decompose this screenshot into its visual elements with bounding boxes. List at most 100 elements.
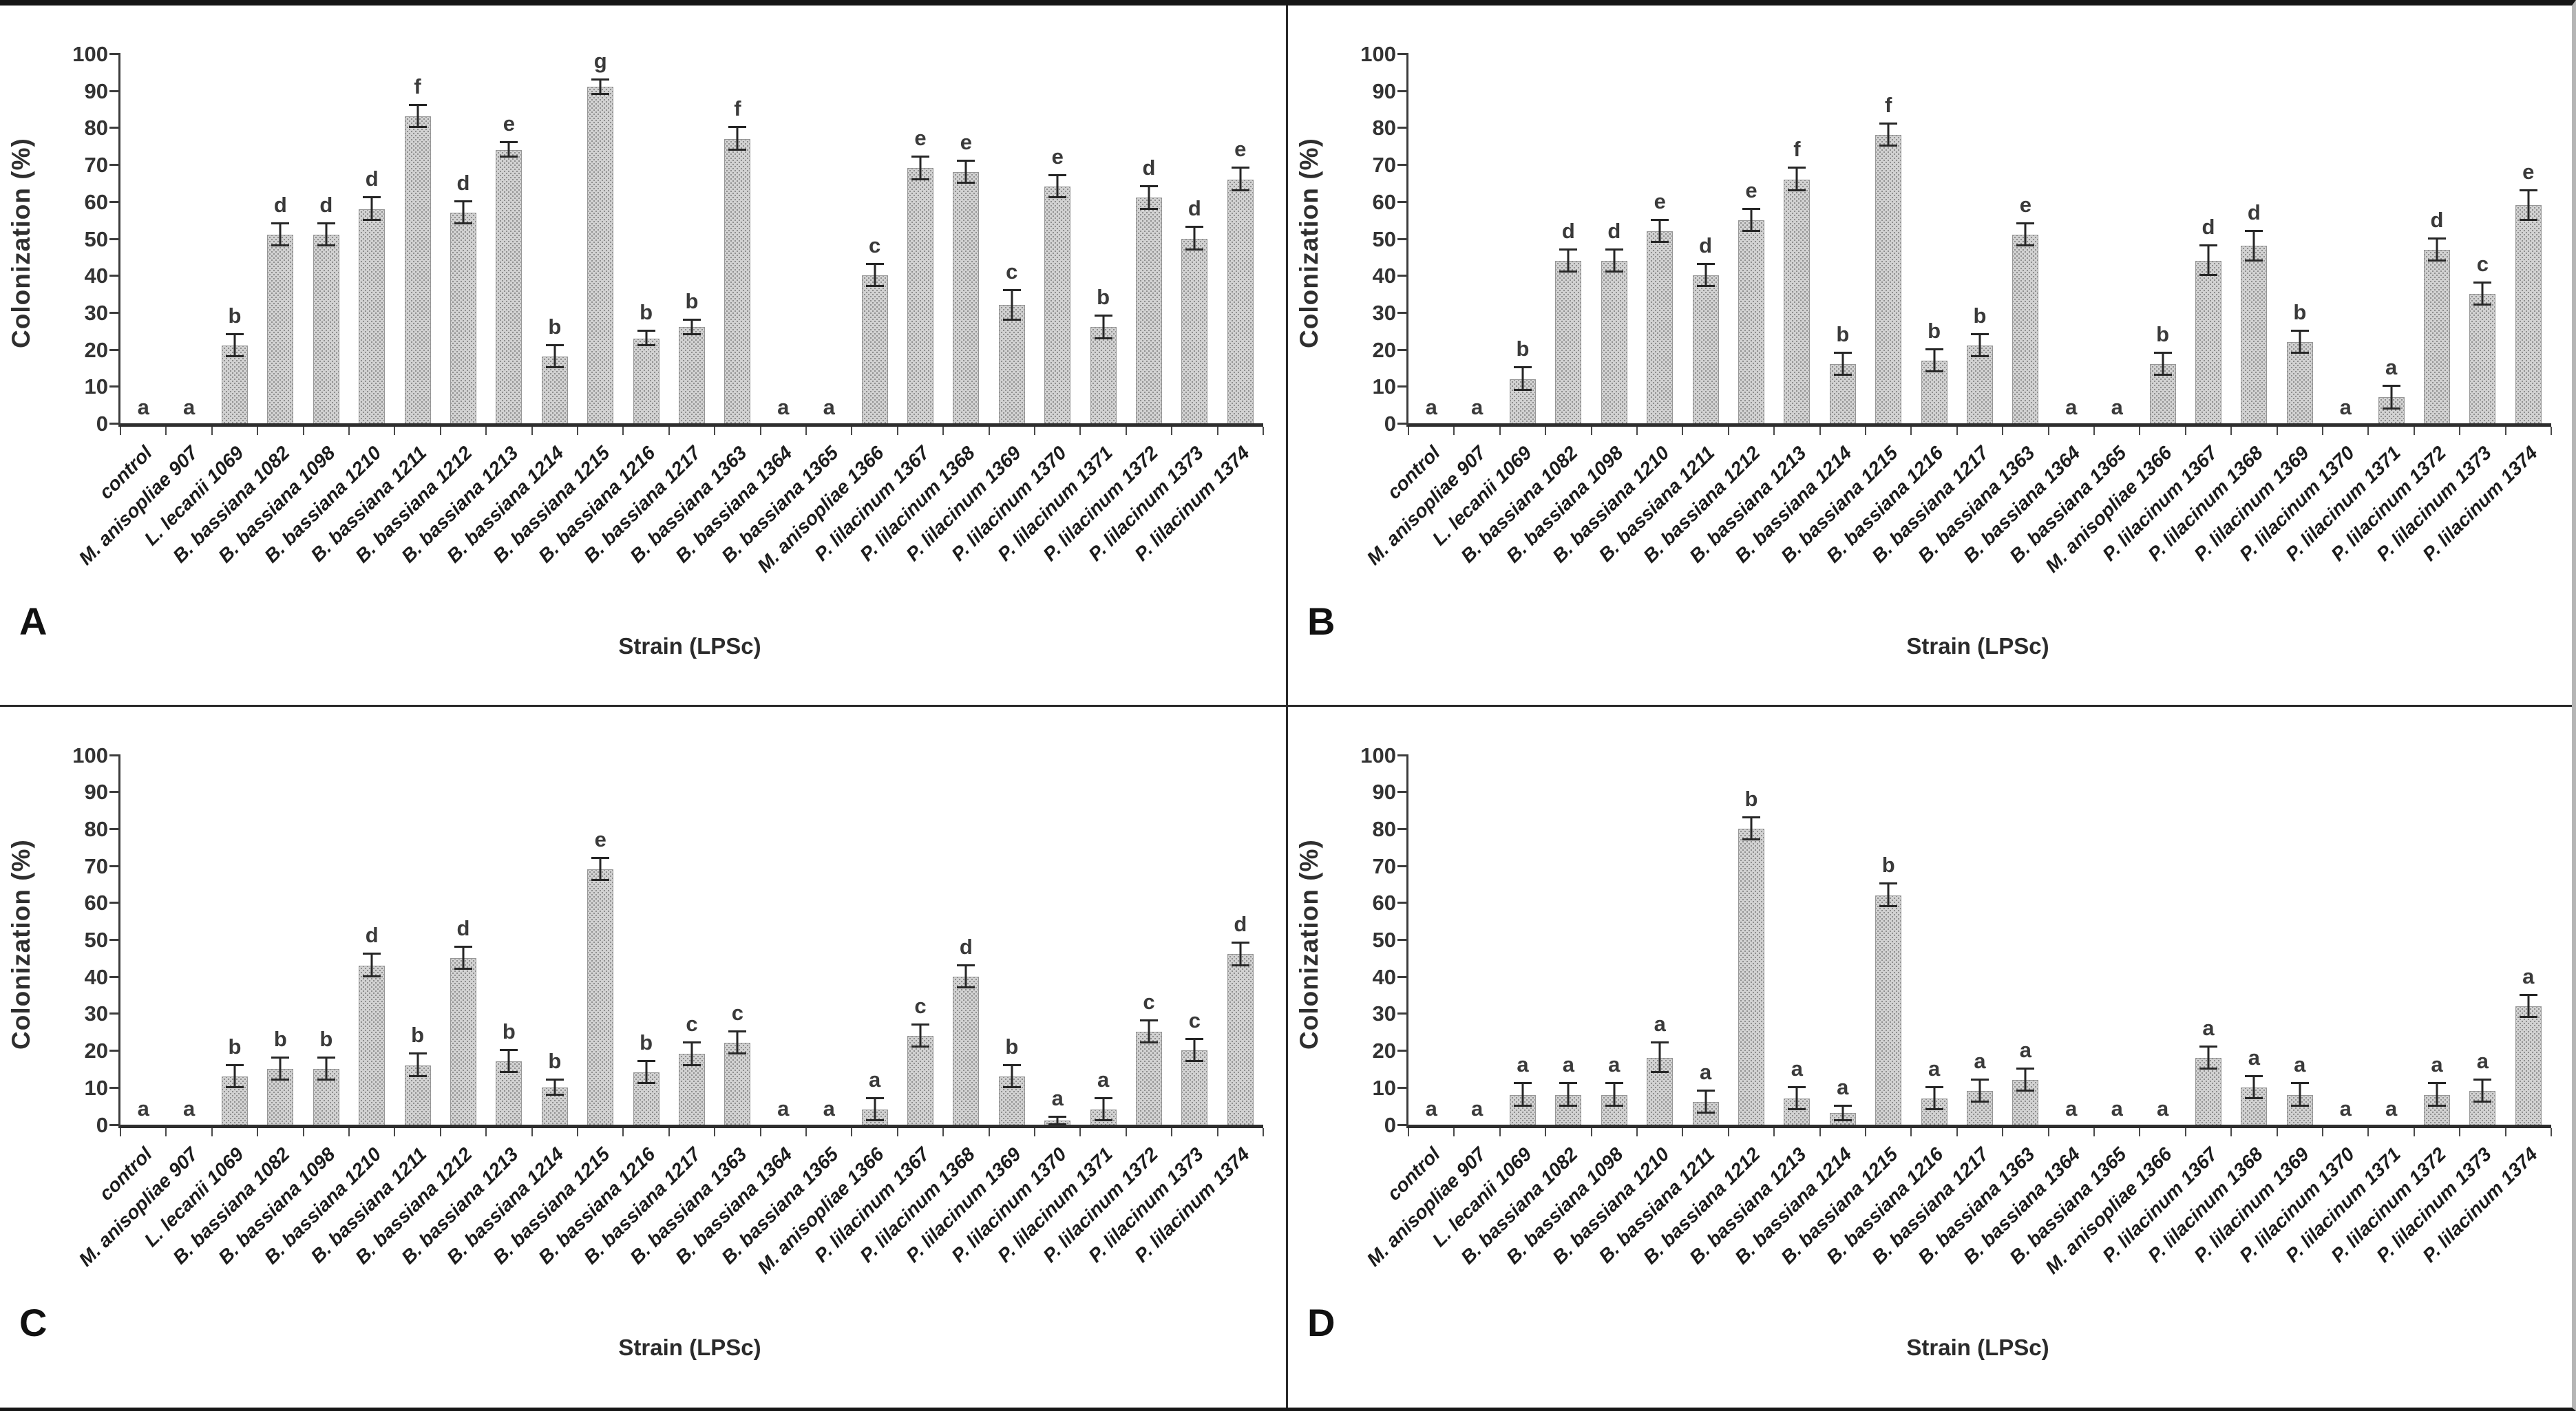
bar-group: b (212, 755, 257, 1125)
significance-letter: a (2385, 355, 2398, 380)
significance-letter: a (2339, 395, 2352, 419)
plot-area: 0 10 20 30 40 50 60 70 80 90 100 a a a a a a a b a a b a a a a a a a… (1360, 743, 2552, 1137)
error-bar (1978, 335, 1981, 357)
x-tick-mark (2139, 1127, 2141, 1136)
error-bar-cap (2519, 189, 2537, 191)
bar-group: a (166, 755, 211, 1125)
error-bar-cap (2473, 304, 2492, 306)
error-bar-cap (363, 218, 381, 221)
y-tick-label: 50 (1372, 226, 1396, 251)
error-bar (325, 1057, 328, 1081)
y-tick-mark (1397, 791, 1408, 794)
error-bar-cap (363, 975, 381, 977)
significance-letter: a (2111, 1096, 2123, 1121)
x-tick-mark (622, 1127, 624, 1136)
x-tick-mark (2504, 1127, 2506, 1136)
y-tick-mark (1397, 1123, 1408, 1126)
error-bar-cap (1231, 167, 1249, 169)
bar (1181, 238, 1208, 423)
significance-letter: a (823, 395, 835, 419)
error-bar-cap (1048, 1123, 1067, 1125)
y-tick-label: 60 (1372, 891, 1396, 915)
x-tick-mark (165, 1127, 167, 1136)
error-bar-cap (1139, 1041, 1158, 1044)
y-tick-label: 30 (84, 300, 108, 325)
error-bar (1795, 1087, 1798, 1110)
error-bar-cap (2016, 1090, 2035, 1092)
error-bar-cap (454, 967, 472, 970)
x-tick-mark (2367, 1127, 2369, 1136)
y-tick-label: 20 (84, 337, 108, 362)
bar-group: a (1682, 755, 1728, 1125)
x-tick-mark (2459, 1127, 2461, 1136)
y-axis-title: Colonization (%) (7, 138, 35, 348)
bar-group: a (1957, 755, 2003, 1125)
error-bar-cap (545, 1093, 564, 1096)
bar (633, 338, 659, 423)
error-bar-cap (1048, 1115, 1067, 1118)
error-bar-cap (1513, 388, 1532, 391)
error-bar (874, 1098, 876, 1121)
error-bar-cap (682, 1041, 701, 1044)
x-tick-mark (1910, 1127, 1912, 1136)
x-tick-mark (1956, 1127, 1958, 1136)
error-bar (279, 1057, 282, 1081)
x-tick-mark (1216, 1127, 1218, 1136)
error-bar (1704, 1091, 1707, 1114)
y-tick-mark (1397, 89, 1408, 92)
error-bar-cap (1879, 123, 1898, 125)
error-bar-cap (1559, 248, 1578, 251)
bar-group: b (2277, 54, 2323, 423)
x-tick-mark (394, 1127, 396, 1136)
x-tick-mark (2413, 427, 2415, 435)
significance-letter: e (960, 129, 972, 154)
error-bar-cap (637, 344, 655, 347)
error-bar-cap (2427, 1082, 2446, 1085)
y-tick-label: 30 (1372, 300, 1396, 325)
error-bar (599, 858, 602, 881)
bar (998, 1076, 1025, 1125)
bar (907, 1035, 933, 1125)
x-tick-mark (1499, 1127, 1501, 1136)
bar-group: a (1408, 54, 1454, 423)
error-bar-cap (1788, 1085, 1806, 1088)
significance-letter: b (1005, 1034, 1019, 1059)
bar-group: g (578, 50, 623, 423)
error-bar-cap (591, 93, 610, 96)
x-tick-mark (348, 427, 350, 435)
error-bar-cap (271, 222, 290, 225)
bar-group: c (852, 54, 897, 423)
error-bar (2024, 1068, 2027, 1092)
error-bar-cap (1559, 270, 1578, 273)
error-bar (279, 224, 282, 246)
error-bar-cap (1231, 189, 1249, 191)
y-tick-mark (1397, 53, 1408, 55)
bar-group: b (304, 755, 349, 1125)
x-tick-mark (2184, 427, 2186, 435)
bar-group: a (1454, 755, 1499, 1125)
bar (1601, 1094, 1627, 1125)
x-tick-mark (2413, 1127, 2415, 1136)
error-bar-cap (728, 1030, 747, 1033)
bar-group: f (1774, 54, 1819, 423)
error-bar (233, 1065, 236, 1088)
error-bar-cap (1696, 263, 1715, 266)
error-bar-cap (591, 856, 610, 859)
x-tick-mark (1910, 427, 1912, 435)
error-bar-cap (408, 104, 427, 107)
bar-group: c (1172, 755, 1217, 1125)
significance-letter: g (593, 48, 607, 73)
bar-group: d (1545, 54, 1591, 423)
y-tick-mark (109, 423, 120, 425)
error-bar-cap (1605, 270, 1623, 273)
x-tick-mark (2047, 427, 2049, 435)
bar-group: f (394, 54, 440, 423)
error-bar-cap (1094, 337, 1112, 339)
error-bar (1887, 124, 1890, 147)
error-bar-cap (2016, 222, 2035, 225)
y-tick-label: 100 (72, 743, 108, 767)
bar (450, 957, 476, 1125)
significance-letter: a (777, 1096, 790, 1121)
error-bar (1102, 316, 1105, 339)
error-bar-cap (225, 355, 244, 358)
